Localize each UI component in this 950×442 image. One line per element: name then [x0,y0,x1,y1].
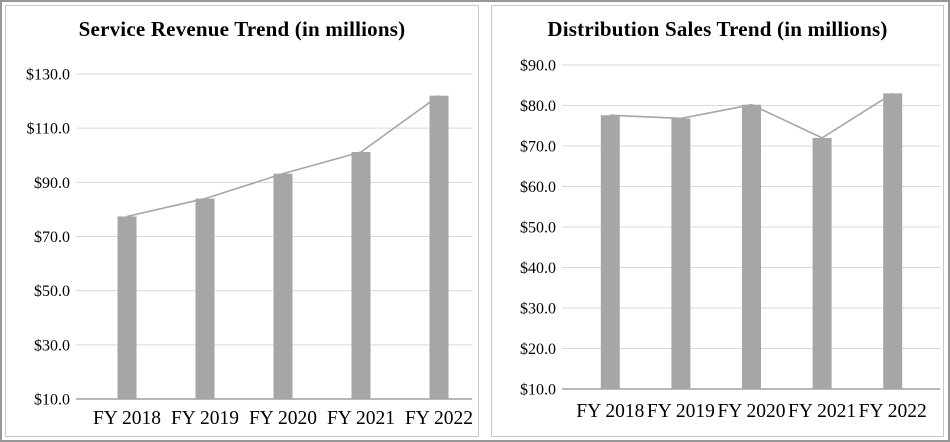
y-axis-tick-label: $20.0 [520,341,556,358]
x-axis-category-label: FY 2019 [647,401,715,422]
x-axis-category-label: FY 2021 [788,401,856,422]
x-axis-category-label: FY 2018 [576,401,644,422]
y-axis-tick-label: $90.0 [520,58,556,75]
trend-line [126,95,440,218]
bar [812,137,832,389]
x-axis-category-label: FY 2019 [171,408,239,429]
service-revenue-chart-canvas: $10.0 $30.0 $50.0 $70.0 $90.0 $110.0 $130.0 FY … [26,67,473,430]
y-axis-tick-label: $110.0 [27,121,70,138]
bar [117,216,137,399]
x-axis-category-label: FY 2021 [327,408,395,429]
bar [273,173,293,399]
x-axis-category-label: FY 2018 [93,408,161,429]
bar [195,198,215,399]
chart-title-distribution-sales: Distribution Sales Trend (in millions) [547,17,888,41]
y-axis-tick-label: $60.0 [520,179,556,196]
x-axis-category-label: FY 2020 [717,401,785,422]
y-axis-tick-label: $40.0 [520,260,556,277]
bar [429,95,449,400]
chart-title-service-revenue: Service Revenue Trend (in millions) [78,17,406,41]
chart-panel-service-revenue: $10.0 $30.0 $50.0 $70.0 $90.0 $110.0 $130.0 FY … [5,5,479,437]
y-axis-tick-label: $70.0 [520,139,556,156]
y-axis-tick-label: $10.0 [520,382,556,399]
distribution-sales-chart-canvas: $10.0 $20.0 $30.0 $40.0 $50.0 $60.0 $70.0 $80.0… [520,58,940,422]
bar [600,115,620,389]
y-axis-tick-label: $30.0 [520,301,556,318]
y-axis-tick-label: $10.0 [34,392,70,409]
trend-line [610,92,894,139]
bar [351,152,371,399]
y-axis-tick-label: $90.0 [34,175,70,192]
y-axis-tick-label: $70.0 [34,229,70,246]
bar [883,93,903,389]
x-axis-category-label: FY 2022 [859,401,927,422]
chart-panel-distribution-sales: $10.0 $20.0 $30.0 $40.0 $50.0 $60.0 $70.0 $80.0… [491,5,944,437]
bar [671,118,691,390]
x-axis-category-label: FY 2022 [405,408,473,429]
y-axis-tick-label: $30.0 [34,337,70,354]
y-axis-tick-label: $50.0 [34,283,70,300]
bar [742,104,761,389]
y-axis-tick-label: $130.0 [26,67,70,84]
y-axis-tick-label: $80.0 [520,98,556,115]
y-axis-tick-label: $50.0 [520,220,556,237]
x-axis-category-label: FY 2020 [249,408,317,429]
